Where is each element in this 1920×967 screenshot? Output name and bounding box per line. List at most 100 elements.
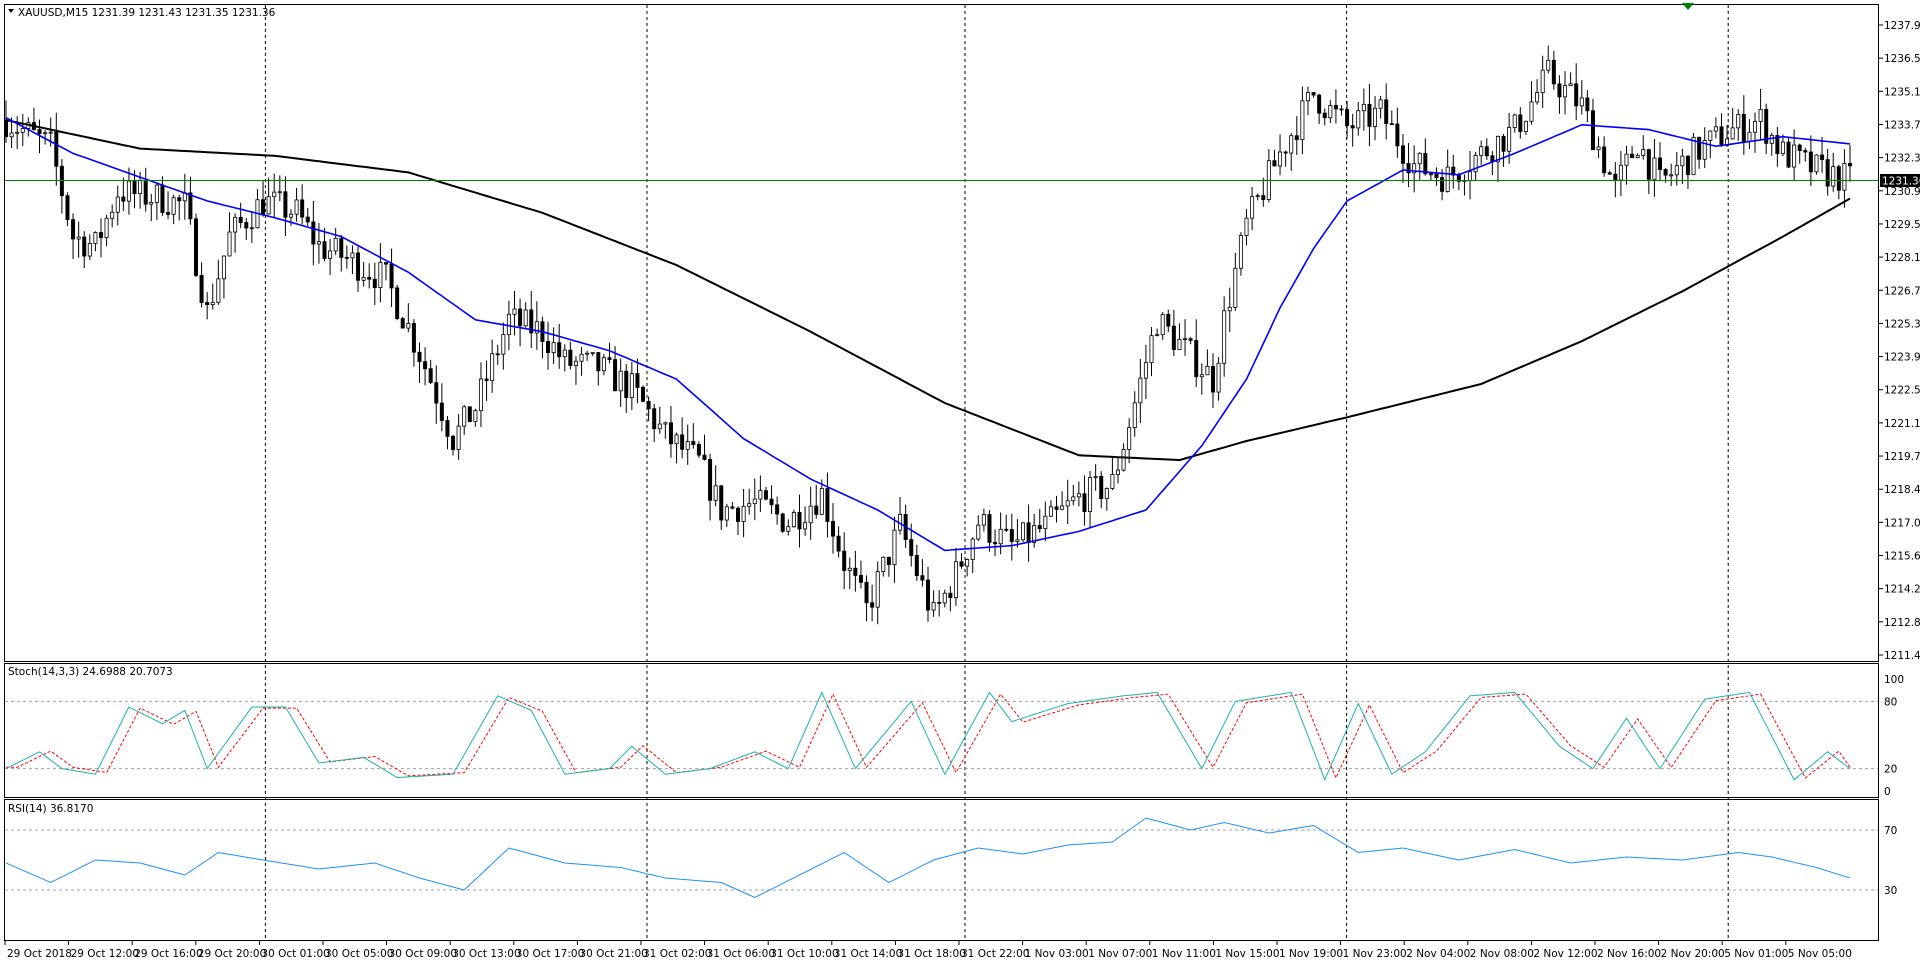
candle-down [1384, 99, 1389, 125]
candle-down [395, 287, 400, 319]
candle-up [266, 196, 271, 215]
candle-up [1674, 165, 1679, 176]
candle-down [322, 241, 327, 259]
candle-up [618, 370, 623, 392]
candle-down [719, 485, 724, 521]
candle-up [1183, 338, 1188, 341]
time-tick-label: 1 Nov 11:00 [1152, 948, 1216, 960]
candle-down [98, 232, 103, 239]
main-panel[interactable] [4, 4, 1879, 662]
candle-down [244, 222, 249, 229]
collapse-triangle-icon[interactable] [8, 9, 14, 13]
candle-down [1518, 114, 1523, 133]
candle-up [1015, 539, 1020, 542]
candle-up [138, 179, 143, 194]
candle-up [1468, 171, 1473, 181]
candle-up [171, 197, 176, 215]
candle-down [1428, 173, 1433, 176]
candle-up [350, 252, 355, 259]
stoch-tick-label: 0 [1884, 786, 1891, 798]
candle-up [875, 571, 880, 608]
price-tick-label: 1230.90 [1884, 186, 1920, 198]
candle-down [937, 601, 942, 604]
candle-up [1730, 127, 1735, 140]
candle-up [1289, 135, 1294, 154]
candle-up [1278, 151, 1283, 167]
candle-up [277, 191, 282, 194]
time-tick-label: 2 Nov 04:00 [1406, 948, 1470, 960]
candle-up [1104, 488, 1109, 500]
candle-up [1635, 155, 1640, 158]
candle-up [1780, 141, 1785, 155]
candle-up [1529, 101, 1534, 122]
candle-up [272, 191, 277, 198]
candle-up [328, 250, 333, 259]
candle-up [1032, 525, 1037, 543]
candle-down [1663, 169, 1668, 176]
candle-down [1311, 92, 1316, 96]
candle-down [1775, 135, 1780, 155]
candle-up [333, 237, 338, 252]
candle-up [1736, 114, 1741, 129]
candle-down [1803, 150, 1808, 153]
candle-up [1479, 146, 1484, 156]
candle-up [473, 410, 478, 423]
candle-up [1507, 127, 1512, 152]
time-tick-label: 30 Oct 21:00 [579, 948, 647, 960]
candle-down [205, 302, 210, 306]
candle-down [546, 341, 551, 353]
time-tick-label: 2 Nov 16:00 [1597, 948, 1661, 960]
candle-up [149, 202, 154, 205]
candle-up [1563, 85, 1568, 98]
candle-down [495, 353, 500, 356]
candle-down [1395, 123, 1400, 147]
candle-up [819, 488, 824, 515]
candle-down [1350, 125, 1355, 129]
candle-down [914, 555, 919, 577]
price-tick-label: 1217.00 [1884, 517, 1920, 529]
candle-down [825, 488, 830, 522]
candle-down [311, 221, 316, 245]
time-tick-label: 29 Oct 12:00 [71, 948, 139, 960]
candle-up [786, 526, 791, 532]
candle-down [1026, 522, 1031, 543]
candle-up [1769, 135, 1774, 144]
ma-slow-line [5, 119, 1851, 462]
rsi-panel[interactable] [4, 799, 1879, 941]
candle-up [1546, 59, 1551, 71]
candle-up [506, 313, 511, 336]
candle-up [1361, 103, 1366, 112]
candle-down [646, 400, 651, 410]
stoch-tick-label: 100 [1884, 674, 1904, 686]
candle-down [668, 422, 673, 445]
candle-up [881, 556, 886, 572]
candle-up [456, 425, 461, 451]
candle-down [870, 602, 875, 608]
time-tick-label: 30 Oct 01:00 [261, 948, 329, 960]
candle-up [1177, 339, 1182, 350]
candle-down [193, 218, 198, 276]
candle-down [1333, 105, 1338, 110]
candle-down [1484, 146, 1489, 157]
stoch-panel[interactable] [4, 663, 1879, 798]
candle-down [1317, 94, 1322, 114]
candle-down [797, 512, 802, 530]
candle-up [1020, 522, 1025, 541]
candle-up [685, 441, 690, 450]
stoch-header: Stoch(14,3,3) 24.6988 20.7073 [8, 666, 173, 678]
candle-up [590, 352, 595, 354]
candle-up [87, 243, 92, 257]
candle-up [758, 490, 763, 500]
candle-down [607, 357, 612, 360]
candle-up [803, 522, 808, 530]
candle-up [316, 241, 321, 245]
candle-up [110, 211, 115, 219]
candle-up [534, 321, 539, 334]
rsi-tick-label: 70 [1884, 825, 1897, 837]
candle-down [1188, 338, 1193, 341]
scroll-marker-icon[interactable] [1682, 3, 1694, 10]
time-tick-label: 1 Nov 23:00 [1343, 948, 1407, 960]
candle-up [1065, 500, 1070, 507]
price-tick-label: 1225.35 [1884, 318, 1920, 330]
candle-down [1764, 109, 1769, 144]
